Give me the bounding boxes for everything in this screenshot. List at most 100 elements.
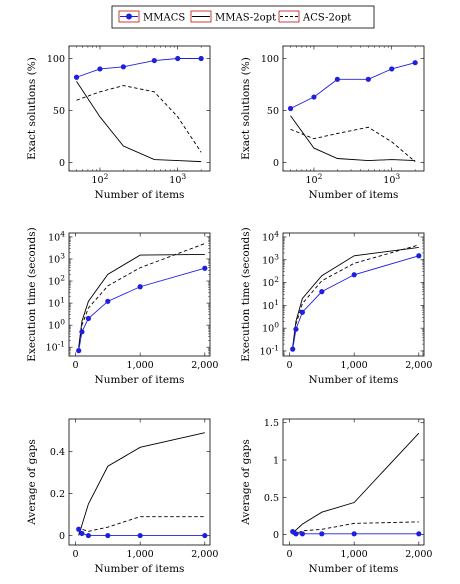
series-point-mmacs bbox=[151, 57, 157, 64]
series-point-mmacs bbox=[198, 55, 204, 62]
series-line-acs bbox=[78, 516, 205, 534]
x-tick-label: 103 bbox=[169, 172, 186, 186]
x-axis-label: Number of items bbox=[95, 189, 185, 201]
series-line-mmacs bbox=[76, 58, 202, 78]
series-line-mmas bbox=[290, 115, 416, 162]
series-line-mmacs bbox=[78, 267, 205, 351]
x-axis-label: Number of items bbox=[309, 374, 399, 386]
y-tick-label: 0 bbox=[59, 531, 65, 542]
legend-entry-solid: MMAS-2opt bbox=[190, 10, 276, 24]
panel-time-left: 0 1,000 2,000 10-1 100 101 102 103 104 Number of … bbox=[26, 227, 218, 386]
series-line-mmacs bbox=[290, 62, 416, 109]
x-tick-label: 102 bbox=[306, 172, 323, 186]
y-tick-label: 0 bbox=[59, 158, 65, 169]
x-axis-label: Number of items bbox=[309, 563, 399, 575]
series-point-mmacs bbox=[97, 66, 103, 72]
chart-panels: 102 103 0 50 100 Number of items Exact solutio… bbox=[26, 45, 432, 575]
x-axis-label: Number of items bbox=[95, 374, 185, 386]
series-point-mmacs bbox=[76, 526, 82, 532]
legend-swatch bbox=[278, 10, 300, 23]
series-point-mmacs bbox=[287, 105, 294, 112]
plot-frame bbox=[282, 232, 425, 357]
y-tick-label: 50 bbox=[267, 106, 279, 117]
legend-label: MMACS bbox=[143, 13, 185, 24]
series-line-acs bbox=[76, 85, 202, 153]
y-tick-label: 104 bbox=[48, 229, 65, 243]
series-point-mmacs bbox=[334, 76, 340, 82]
series-point-mmacs bbox=[76, 348, 82, 354]
x-tick-label: 2,000 bbox=[405, 360, 432, 371]
series-point-mmacs bbox=[73, 74, 80, 80]
series-point-mmacs bbox=[85, 532, 92, 539]
y-tick-label: 102 bbox=[262, 275, 279, 289]
x-tick-label: 2,000 bbox=[191, 360, 218, 371]
x-tick-label: 0 bbox=[72, 360, 78, 371]
y-tick-label: 103 bbox=[262, 252, 279, 266]
y-tick-label: 101 bbox=[48, 296, 65, 310]
legend-marker-mmacs bbox=[126, 13, 132, 20]
legend-label: ACS-2opt bbox=[302, 13, 351, 24]
x-axis-label: Number of items bbox=[309, 189, 399, 201]
y-tick-label: 101 bbox=[262, 298, 279, 312]
series-point-mmacs bbox=[105, 298, 111, 304]
y-tick-label: 0 bbox=[273, 530, 279, 541]
panel-gap-right: 0 1,000 2,000 0 0.5 1 1.5 Number of items Averag… bbox=[240, 418, 432, 575]
x-tick-label: 103 bbox=[383, 172, 400, 186]
plot-frame bbox=[68, 232, 211, 357]
legend-frame bbox=[111, 5, 375, 29]
legend-entry-dashed: ACS-2opt bbox=[278, 10, 351, 24]
series-point-mmacs bbox=[299, 531, 306, 537]
series-line-acs bbox=[78, 243, 205, 350]
series-point-mmacs bbox=[416, 531, 422, 537]
series-point-mmacs bbox=[79, 530, 85, 537]
y-axis-label: Execution time (seconds) bbox=[240, 227, 252, 361]
y-tick-label: 100 bbox=[261, 54, 279, 65]
legend-swatch bbox=[190, 10, 212, 23]
y-axis-label: Execution time (seconds) bbox=[26, 227, 38, 361]
series-point-mmacs bbox=[365, 76, 371, 82]
y-axis-label: Exact solutions (%) bbox=[240, 57, 252, 160]
y-tick-label: 50 bbox=[53, 106, 65, 117]
panel-time-right: 0 1,000 2,000 10-1 100 101 102 103 104 Number of … bbox=[240, 227, 432, 386]
series-point-mmacs bbox=[137, 532, 143, 539]
plot-frame bbox=[68, 418, 211, 546]
x-tick-label: 1,000 bbox=[341, 360, 368, 371]
plot-frame bbox=[282, 45, 425, 172]
y-tick-label: 0.4 bbox=[50, 447, 65, 458]
series-point-mmacs bbox=[299, 309, 306, 315]
y-tick-label: 100 bbox=[262, 321, 279, 335]
y-axis-label: Average of gaps bbox=[26, 439, 38, 526]
plot-frame bbox=[68, 45, 211, 172]
panel-exact-right: 102 103 0 50 100 Number of items Exact solutio… bbox=[240, 45, 425, 201]
series-line-mmas bbox=[76, 81, 202, 163]
legend-swatch bbox=[118, 10, 140, 23]
series-point-mmacs bbox=[389, 66, 395, 72]
series-point-mmacs bbox=[290, 346, 296, 352]
x-tick-label: 2,000 bbox=[191, 549, 218, 560]
y-tick-label: 0 bbox=[273, 158, 279, 169]
x-tick-label: 0 bbox=[286, 360, 292, 371]
y-tick-label: 1.5 bbox=[264, 418, 279, 429]
series-line-mmas bbox=[292, 432, 420, 535]
series-point-mmacs bbox=[351, 272, 357, 278]
series-point-mmacs bbox=[319, 289, 325, 295]
series-line-mmas bbox=[78, 254, 205, 348]
y-axis-label: Average of gaps bbox=[240, 439, 252, 526]
series-line-mmas bbox=[78, 432, 205, 536]
series-point-mmacs bbox=[79, 329, 85, 335]
series-point-mmacs bbox=[202, 532, 208, 539]
series-point-mmacs bbox=[416, 253, 422, 259]
y-tick-label: 102 bbox=[48, 274, 65, 288]
y-tick-label: 100 bbox=[47, 54, 65, 65]
series-point-mmacs bbox=[105, 532, 111, 539]
y-tick-label: 104 bbox=[262, 230, 279, 244]
series-point-mmacs bbox=[175, 55, 181, 62]
legend-label: MMAS-2opt bbox=[215, 13, 276, 24]
x-tick-label: 0 bbox=[72, 549, 78, 560]
series-line-acs bbox=[292, 244, 419, 349]
series-point-mmacs bbox=[319, 531, 325, 537]
x-tick-label: 1,000 bbox=[127, 360, 154, 371]
y-tick-label: 10-1 bbox=[260, 343, 279, 357]
plot-frame bbox=[282, 418, 425, 546]
x-axis-label: Number of items bbox=[95, 563, 185, 575]
